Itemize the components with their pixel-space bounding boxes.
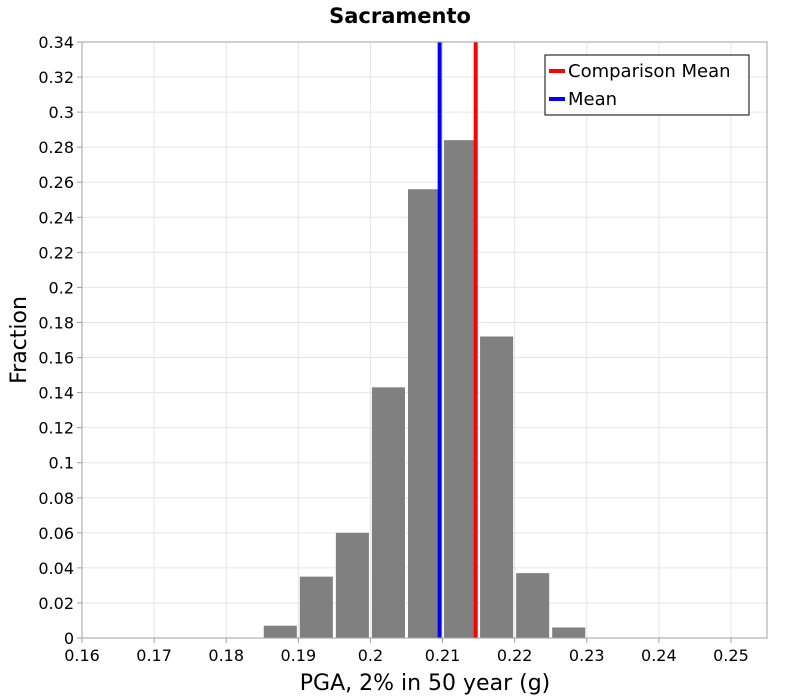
bars xyxy=(263,140,586,638)
histogram-bar xyxy=(480,336,514,638)
y-tick-label: 0.2 xyxy=(49,278,74,297)
y-axis-ticks: 0 0.02 0.04 0.06 0.08 0.1 0.12 0.14 0.16 0.18 0.2 0… xyxy=(38,33,82,648)
x-tick-label: 0.17 xyxy=(136,646,172,665)
histogram-bar xyxy=(516,573,550,638)
x-tick-label: 0.2 xyxy=(358,646,383,665)
y-tick-label: 0.18 xyxy=(38,313,74,332)
y-tick-label: 0.26 xyxy=(38,173,74,192)
y-tick-label: 0.28 xyxy=(38,138,74,157)
legend-box xyxy=(544,54,750,116)
y-tick-label: 0.16 xyxy=(38,349,74,368)
y-tick-label: 0 xyxy=(64,629,74,648)
x-tick-label: 0.25 xyxy=(713,646,749,665)
chart-title: Sacramento xyxy=(329,4,471,28)
plot-frame xyxy=(81,41,768,639)
y-tick-label: 0.3 xyxy=(49,103,74,122)
y-tick-label: 0.24 xyxy=(38,208,74,227)
histogram-bar xyxy=(299,576,333,638)
x-axis-ticks: 0.16 0.17 0.18 0.19 0.2 0.21 0.22 0.23 0.24 0.25 xyxy=(64,638,749,665)
histogram-bar xyxy=(407,189,442,638)
x-tick-label: 0.23 xyxy=(569,646,605,665)
x-tick-label: 0.19 xyxy=(281,646,317,665)
y-tick-label: 0.32 xyxy=(38,68,74,87)
legend-label: Comparison Mean xyxy=(568,61,731,82)
x-tick-label: 0.24 xyxy=(641,646,677,665)
y-tick-label: 0.22 xyxy=(38,243,74,262)
histogram-bar xyxy=(335,532,369,638)
y-tick-label: 0.02 xyxy=(38,594,74,613)
histogram-bar xyxy=(444,140,478,638)
y-tick-label: 0.34 xyxy=(38,33,74,52)
histogram-bar xyxy=(552,627,586,638)
legend-label: Mean xyxy=(568,89,617,110)
histogram-bar xyxy=(263,625,297,638)
x-tick-label: 0.21 xyxy=(425,646,461,665)
histogram-bar xyxy=(371,387,405,638)
y-tick-label: 0.1 xyxy=(49,454,74,473)
y-tick-label: 0.08 xyxy=(38,489,74,508)
y-tick-label: 0.14 xyxy=(38,384,74,403)
x-tick-label: 0.18 xyxy=(208,646,244,665)
mean-lines xyxy=(437,42,478,638)
y-tick-label: 0.06 xyxy=(38,524,74,543)
legend: Comparison Mean Mean xyxy=(544,54,750,116)
y-axis-title: Fraction xyxy=(7,296,32,384)
x-axis-title: PGA, 2% in 50 year (g) xyxy=(300,671,551,696)
x-tick-label: 0.22 xyxy=(497,646,533,665)
y-tick-label: 0.12 xyxy=(38,419,74,438)
y-tick-label: 0.04 xyxy=(38,559,74,578)
x-tick-label: 0.16 xyxy=(64,646,100,665)
